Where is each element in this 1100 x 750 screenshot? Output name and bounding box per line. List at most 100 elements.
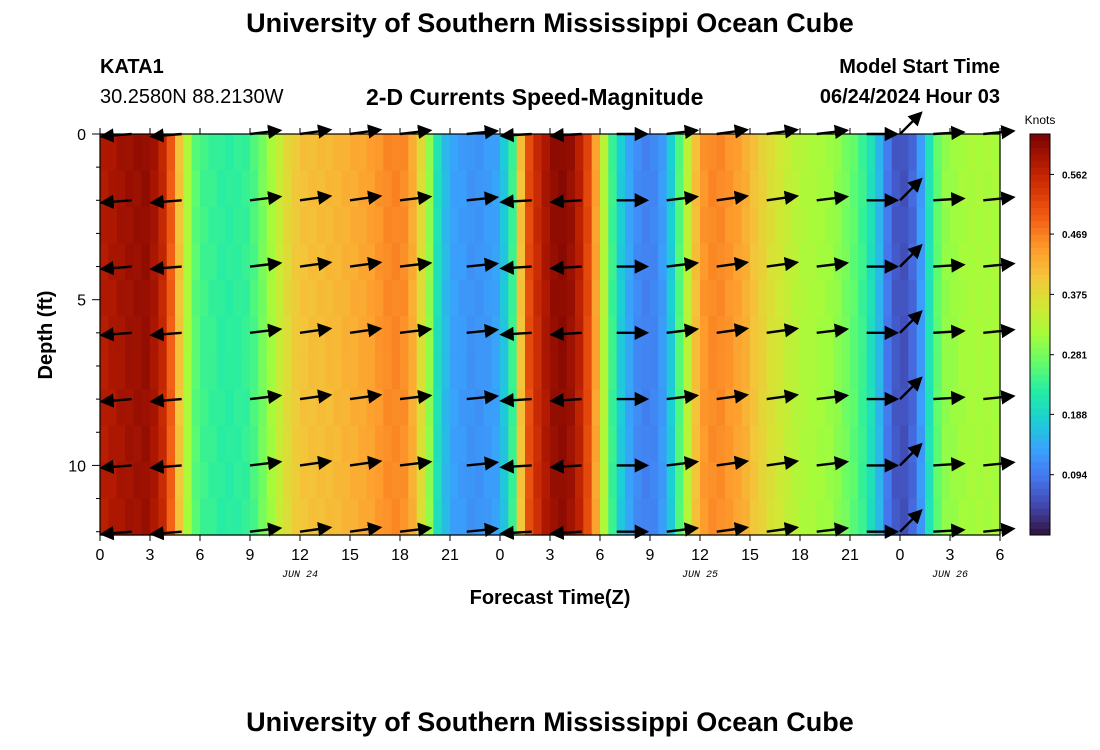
heatmap-cell (125, 279, 134, 317)
heatmap-cell (983, 462, 993, 500)
colorbar-step (1030, 521, 1050, 529)
heatmap-cell (708, 279, 718, 317)
heatmap-cell (616, 279, 626, 317)
current-vector (549, 459, 582, 474)
heatmap-cell (741, 498, 751, 536)
heatmap-cell (733, 134, 743, 172)
heatmap-cell (483, 243, 493, 281)
heatmap-cell (658, 498, 668, 536)
heatmap-cell (725, 425, 734, 463)
heatmap-cell (916, 462, 926, 500)
heatmap-cell (858, 425, 868, 463)
heatmap-cell (866, 425, 876, 463)
heatmap-cell (100, 279, 109, 317)
current-vector (299, 389, 333, 404)
heatmap-cell (150, 170, 159, 208)
heatmap-cell (441, 425, 451, 463)
heatmap-cell (733, 206, 743, 244)
heatmap-cell (741, 389, 751, 427)
heatmap-cell (350, 498, 359, 536)
heatmap-cell (958, 389, 968, 427)
heatmap-cell (675, 498, 684, 536)
heatmap-cell (958, 206, 968, 244)
heatmap-cell (741, 206, 751, 244)
heatmap-cell (783, 425, 793, 463)
heatmap-cell (200, 170, 209, 208)
heatmap-cell (275, 316, 284, 354)
colorbar-step (1030, 468, 1050, 476)
heatmap-cell (391, 279, 401, 317)
heatmap-cell (666, 462, 676, 500)
heatmap-cell (391, 316, 401, 354)
heatmap-cell (266, 352, 276, 390)
heatmap-cell (675, 134, 684, 172)
heatmap-cell (366, 316, 376, 354)
y-axis-label: Depth (ft) (35, 291, 57, 380)
heatmap-cell (525, 170, 534, 208)
heatmap-cell (958, 498, 968, 536)
heatmap-cell (975, 462, 984, 500)
heatmap-cell (825, 462, 834, 500)
heatmap-cell (291, 498, 301, 536)
heatmap-cell (875, 170, 884, 208)
heatmap-cell (383, 243, 393, 281)
heatmap-cell (141, 462, 151, 500)
heatmap-cell (741, 425, 751, 463)
heatmap-cell (325, 170, 334, 208)
heatmap-cell (675, 389, 684, 427)
heatmap-cell (450, 352, 459, 390)
heatmap-cell (408, 206, 418, 244)
heatmap-cell (408, 498, 418, 536)
heatmap-cell (916, 352, 926, 390)
heatmap-cell (291, 134, 301, 172)
heatmap-cell (616, 498, 626, 536)
heatmap-cell (208, 425, 218, 463)
heatmap-cell (175, 462, 184, 500)
current-vector (933, 192, 966, 207)
heatmap-cell (875, 316, 884, 354)
heatmap-cell (175, 170, 184, 208)
heatmap-cell (158, 425, 168, 463)
heatmap-cell (716, 352, 726, 390)
heatmap-cell (475, 279, 484, 317)
page-title: University of Southern Mississippi Ocean… (246, 8, 854, 38)
heatmap-cell (133, 316, 143, 354)
heatmap-cell (866, 352, 876, 390)
heatmap-cell (375, 462, 384, 500)
heatmap-cell (841, 352, 851, 390)
heatmap-cell (133, 352, 143, 390)
colorbar-step (1030, 334, 1050, 342)
colorbar-step (1030, 267, 1050, 275)
current-vector (466, 522, 500, 538)
heatmap-cell (533, 425, 543, 463)
heatmap-cell (875, 425, 884, 463)
heatmap-cell (241, 462, 251, 500)
current-vector (99, 459, 132, 475)
current-vector (499, 260, 532, 275)
heatmap-cell (775, 206, 784, 244)
heatmap-cell (383, 170, 393, 208)
heatmap-cell (241, 170, 251, 208)
heatmap-cell (608, 498, 618, 536)
heatmap-cell (991, 316, 1001, 354)
heatmap-cell (608, 206, 618, 244)
heatmap-cell (783, 352, 793, 390)
heatmap-cell (883, 279, 893, 317)
heatmap-cell (491, 462, 501, 500)
heatmap-cell (858, 206, 868, 244)
heatmap-cell (600, 243, 609, 281)
heatmap-cell (758, 389, 768, 427)
heatmap-cell (975, 389, 984, 427)
heatmap-cell (133, 498, 143, 536)
colorbar-step (1030, 314, 1050, 322)
heatmap-cell (275, 425, 284, 463)
heatmap-cell (558, 425, 568, 463)
heatmap-cell (600, 389, 609, 427)
heatmap-cell (400, 462, 409, 500)
heatmap-cell (608, 425, 618, 463)
current-vector (983, 456, 1016, 471)
heatmap-cell (700, 316, 709, 354)
heatmap-cell (916, 243, 926, 281)
heatmap-cell (866, 206, 876, 244)
heatmap-cell (816, 279, 826, 317)
